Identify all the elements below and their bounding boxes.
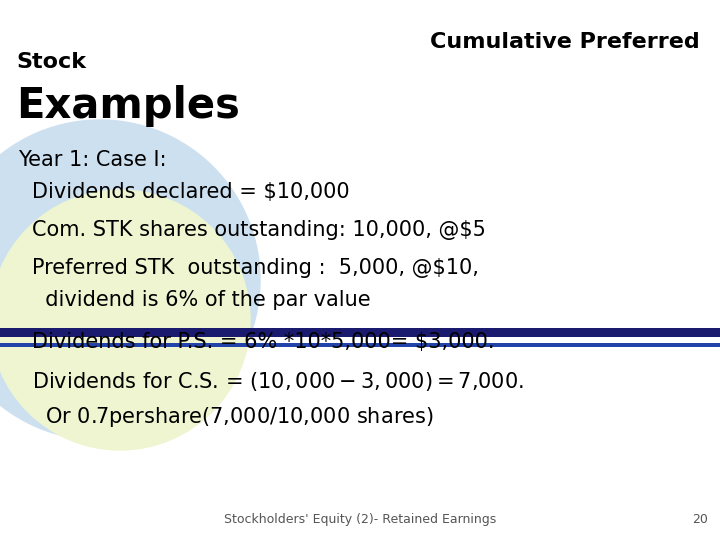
Text: Examples: Examples	[16, 85, 240, 127]
Text: Stock: Stock	[16, 52, 86, 72]
Bar	[0, 328, 720, 337]
Text: Preferred STK  outstanding :  5,000, @$10,: Preferred STK outstanding : 5,000, @$10,	[32, 258, 479, 278]
Text: Or $0.7 per share ($7,000/10,000 shares): Or $0.7 per share ($7,000/10,000 shares)	[32, 405, 433, 429]
Text: dividend is 6% of the par value: dividend is 6% of the par value	[32, 290, 371, 310]
Circle shape	[0, 190, 250, 450]
Text: Year 1: Case I:: Year 1: Case I:	[18, 150, 166, 170]
Text: Dividends for C.S. = ($10,000-3,000)=$7,000.: Dividends for C.S. = ($10,000-3,000)=$7,…	[32, 370, 524, 393]
Bar	[0, 343, 720, 347]
Text: Cumulative Preferred: Cumulative Preferred	[431, 32, 700, 52]
Text: Com. STK shares outstanding: 10,000, @$5: Com. STK shares outstanding: 10,000, @$5	[32, 220, 486, 240]
Text: Dividends for P.S. = 6% *10*5,000= $3,000.: Dividends for P.S. = 6% *10*5,000= $3,00…	[32, 332, 495, 352]
Text: Stockholders' Equity (2)- Retained Earnings: Stockholders' Equity (2)- Retained Earni…	[224, 513, 496, 526]
Text: Dividends declared = $10,000: Dividends declared = $10,000	[32, 182, 350, 202]
Circle shape	[0, 120, 260, 440]
Text: 20: 20	[692, 513, 708, 526]
